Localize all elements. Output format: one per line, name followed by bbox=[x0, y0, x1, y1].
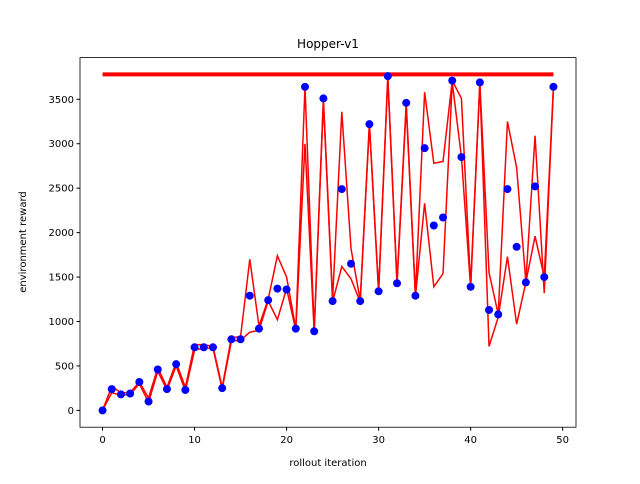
x-tick-label: 0 bbox=[99, 435, 105, 446]
point bbox=[291, 324, 300, 333]
x-axis-label: rollout iteration bbox=[289, 458, 366, 469]
point bbox=[356, 297, 365, 306]
point bbox=[310, 327, 319, 336]
point bbox=[383, 72, 392, 81]
point bbox=[347, 259, 356, 268]
y-tick-label: 3000 bbox=[49, 139, 74, 150]
point bbox=[512, 242, 521, 251]
point bbox=[540, 273, 549, 282]
point bbox=[273, 284, 282, 293]
point bbox=[374, 287, 383, 296]
point bbox=[172, 360, 181, 369]
point bbox=[153, 365, 162, 374]
y-tick-label: 1000 bbox=[49, 317, 74, 328]
point bbox=[402, 98, 411, 107]
point bbox=[107, 385, 116, 394]
point bbox=[466, 282, 475, 291]
point bbox=[420, 144, 429, 153]
point bbox=[126, 389, 135, 398]
point bbox=[549, 82, 558, 91]
point bbox=[475, 78, 484, 87]
point bbox=[181, 385, 190, 394]
point bbox=[328, 297, 337, 306]
point bbox=[135, 377, 144, 386]
x-tick-label: 10 bbox=[188, 435, 201, 446]
y-tick-label: 2000 bbox=[49, 228, 74, 239]
y-tick-label: 1500 bbox=[49, 273, 74, 284]
point bbox=[199, 343, 208, 352]
point bbox=[144, 397, 153, 406]
point bbox=[365, 120, 374, 129]
point bbox=[227, 335, 236, 344]
line bbox=[101, 77, 555, 411]
x-tick-label: 40 bbox=[464, 435, 477, 446]
y-axis-label: environment reward bbox=[18, 191, 29, 293]
y-tick-label: 0 bbox=[68, 406, 74, 417]
point bbox=[494, 310, 503, 319]
point bbox=[208, 343, 217, 352]
point bbox=[282, 285, 291, 294]
y-tick-label: 2500 bbox=[49, 184, 74, 195]
y-tick-label: 3500 bbox=[49, 95, 74, 106]
point bbox=[98, 406, 107, 415]
point bbox=[448, 76, 457, 85]
point bbox=[116, 390, 125, 399]
point bbox=[264, 296, 273, 305]
point bbox=[457, 153, 466, 162]
point bbox=[531, 182, 540, 191]
point bbox=[162, 385, 171, 394]
point bbox=[485, 305, 494, 314]
point bbox=[429, 221, 438, 230]
point bbox=[439, 213, 448, 222]
point bbox=[218, 384, 227, 393]
y-tick-label: 500 bbox=[55, 361, 74, 372]
point bbox=[503, 185, 512, 194]
point bbox=[319, 94, 328, 103]
point bbox=[411, 291, 420, 300]
chart-title: Hopper-v1 bbox=[297, 37, 359, 51]
point bbox=[245, 291, 254, 300]
point bbox=[337, 185, 346, 194]
point bbox=[393, 279, 402, 288]
point bbox=[254, 324, 263, 333]
point bbox=[190, 343, 199, 352]
axes-frame bbox=[79, 57, 577, 428]
point bbox=[300, 82, 309, 91]
point bbox=[521, 278, 530, 287]
x-tick-label: 50 bbox=[556, 435, 569, 446]
x-tick-label: 30 bbox=[372, 435, 385, 446]
x-tick-label: 20 bbox=[280, 435, 293, 446]
point bbox=[236, 335, 245, 344]
